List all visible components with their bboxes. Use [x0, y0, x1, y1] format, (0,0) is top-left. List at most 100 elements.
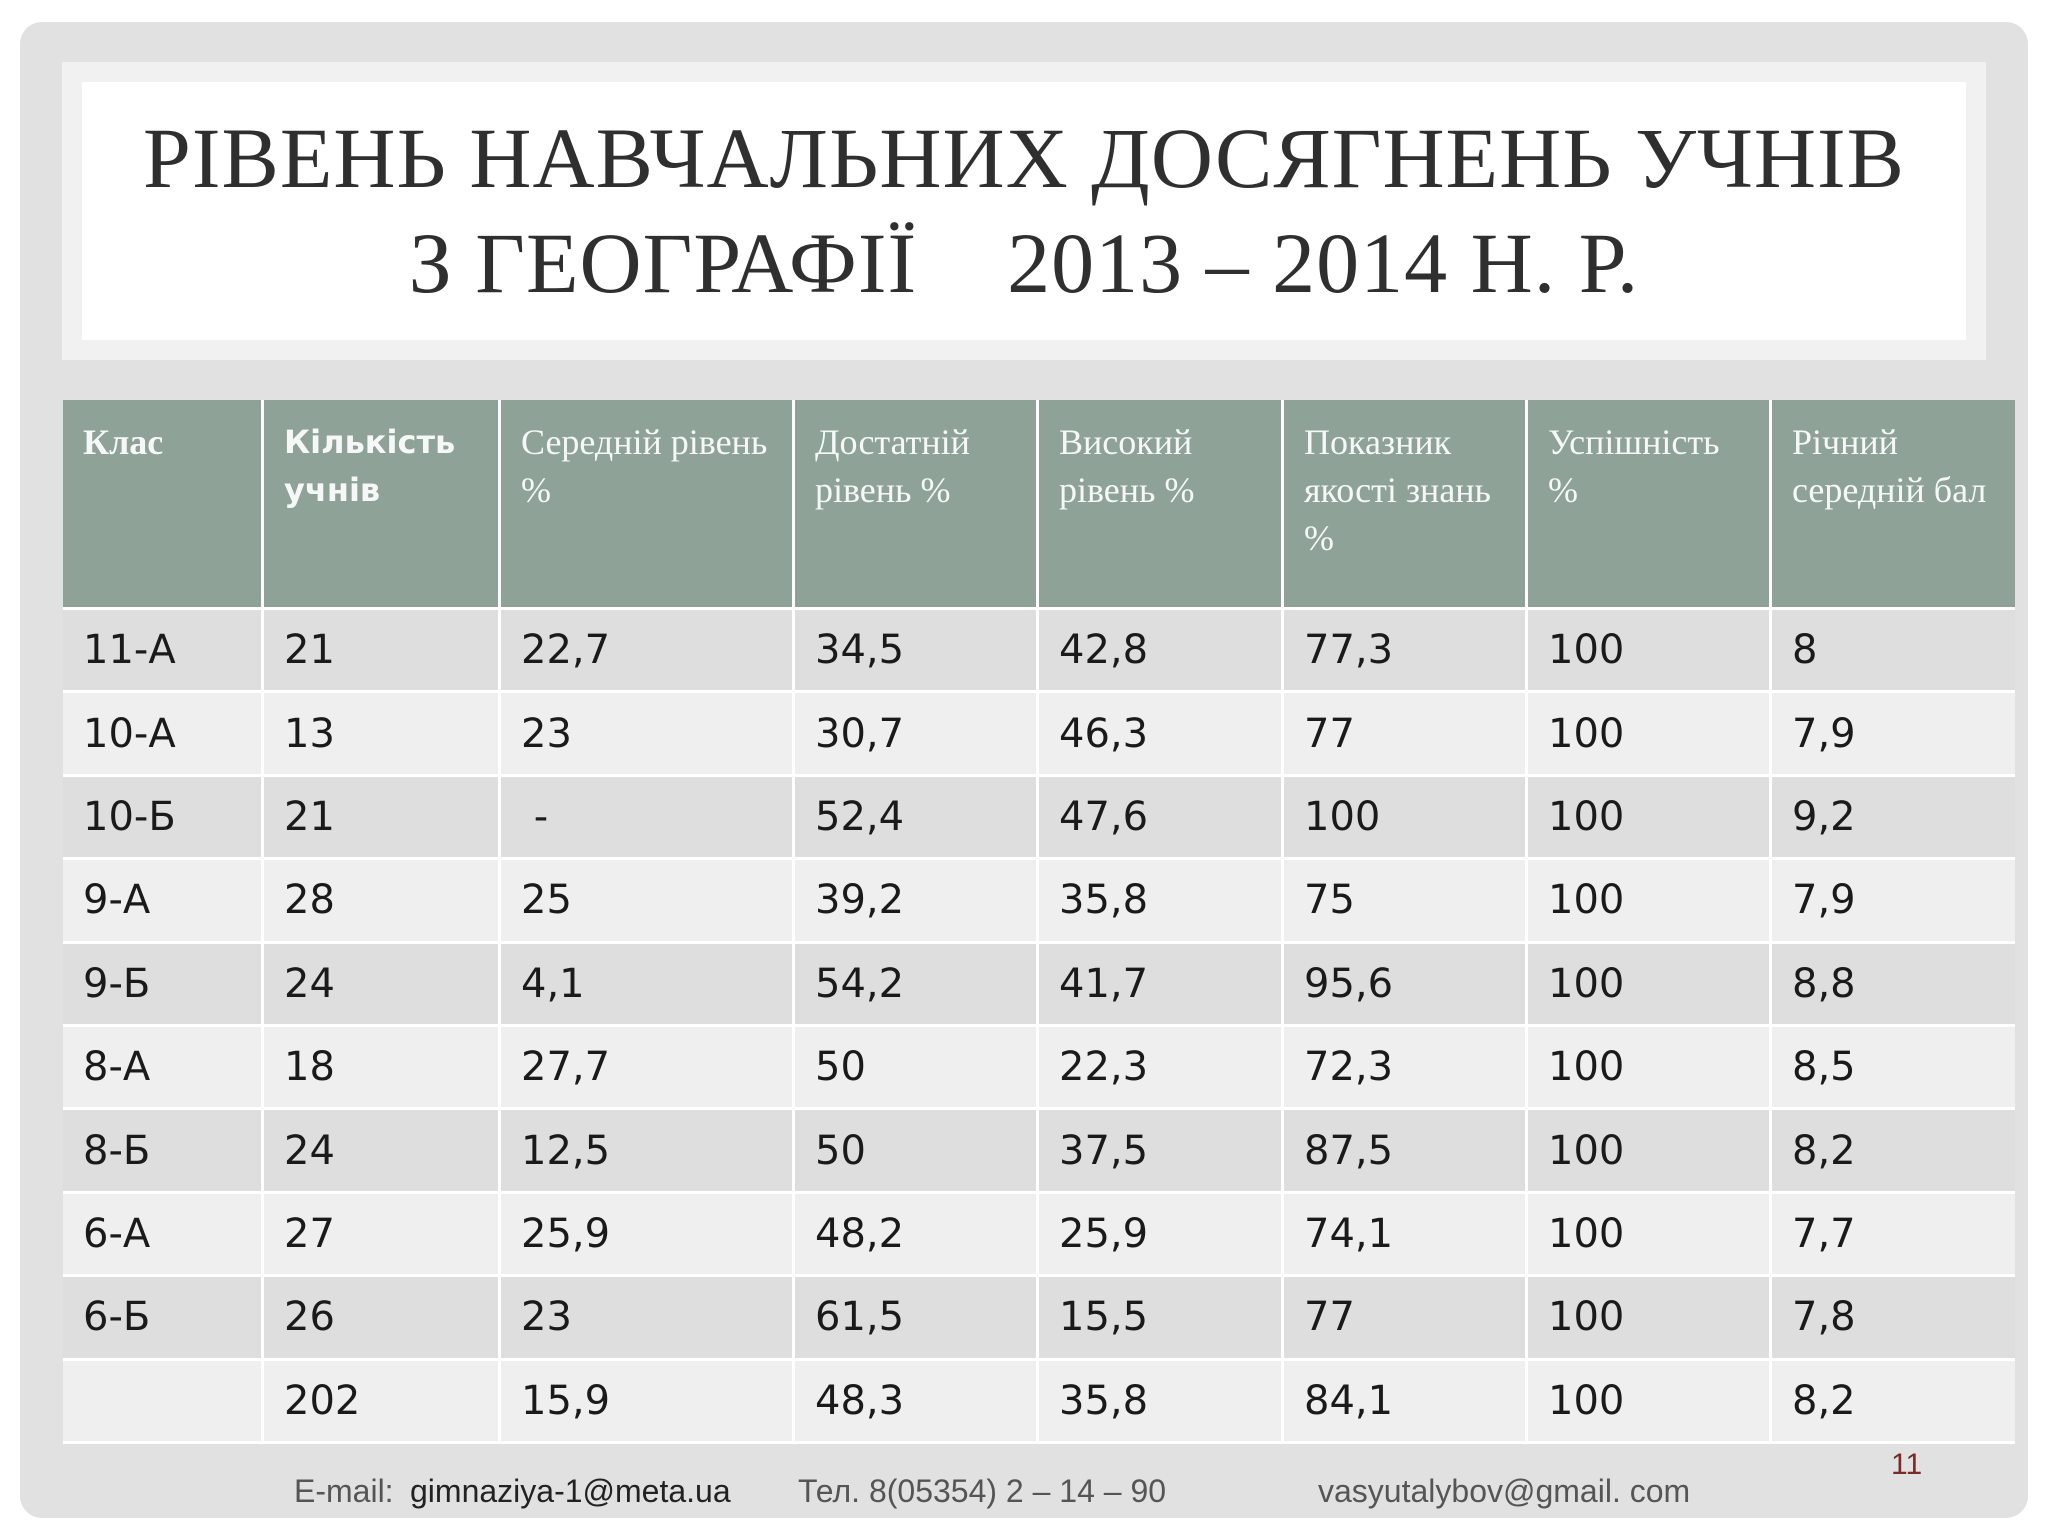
cell-class: 10-А — [63, 693, 264, 777]
table-row: 10-Б 21 - 52,4 47,6 100 100 9,2 — [63, 776, 2015, 861]
cell-sufficient-level: 61,5 — [795, 1277, 1039, 1361]
cell-average-level: - — [501, 776, 795, 861]
cell-annual-average: 8,5 — [1772, 1026, 2015, 1111]
title-line-2: З ГЕОГРАФІЇ 2013 – 2014 Н. Р. — [408, 215, 1640, 311]
cell-high-level: 15,5 — [1039, 1277, 1284, 1361]
cell-sufficient-level: 48,2 — [795, 1193, 1039, 1278]
cell-annual-average: 9,2 — [1772, 776, 2015, 861]
cell-class: 9-Б — [63, 943, 264, 1027]
cell-quality-index: 77,3 — [1284, 610, 1528, 694]
header-high-level: Високий рівень % — [1039, 400, 1284, 610]
email-label: E-mail: — [294, 1473, 403, 1509]
slide-title: РІВЕНЬ НАВЧАЛЬНИХ ДОСЯГНЕНЬ УЧНІВ З ГЕОГ… — [62, 62, 1986, 360]
cell-class: 9-А — [63, 860, 264, 944]
cell-annual-average: 7,9 — [1772, 860, 2015, 944]
email2-link[interactable]: vasyutalybov@gmail. com — [1318, 1473, 1691, 1509]
cell-quality-index: 87,5 — [1284, 1110, 1528, 1194]
cell-success-rate: 100 — [1528, 943, 1772, 1027]
cell-success-rate: 100 — [1528, 776, 1772, 861]
cell-class: 11-А — [63, 610, 264, 694]
cell-high-level: 41,7 — [1039, 943, 1284, 1027]
cell-average-level: 12,5 — [501, 1110, 795, 1194]
cell-high-level: 37,5 — [1039, 1110, 1284, 1194]
table-row: 10-А 13 23 30,7 46,3 77 100 7,9 — [63, 693, 2015, 777]
cell-success-rate: 100 — [1528, 860, 1772, 944]
header-class: Клас — [63, 400, 264, 610]
title-line-1: РІВЕНЬ НАВЧАЛЬНИХ ДОСЯГНЕНЬ УЧНІВ — [143, 110, 1905, 206]
cell-high-level: 22,3 — [1039, 1026, 1284, 1111]
table-row: 6-А 27 25,9 48,2 25,9 74,1 100 7,7 — [63, 1193, 2015, 1278]
cell-high-level: 47,6 — [1039, 776, 1284, 861]
cell-sufficient-level: 54,2 — [795, 943, 1039, 1027]
cell-high-level: 42,8 — [1039, 610, 1284, 694]
cell-average-level: 25 — [501, 860, 795, 944]
cell-quality-index: 75 — [1284, 860, 1528, 944]
cell-average-level: 27,7 — [501, 1026, 795, 1111]
header-quality-index: Показник якості знань % — [1284, 400, 1528, 610]
cell-success-rate: 100 — [1528, 1026, 1772, 1111]
cell-high-level: 35,8 — [1039, 1360, 1284, 1444]
cell-student-count: 28 — [264, 860, 501, 944]
cell-success-rate: 100 — [1528, 1360, 1772, 1444]
cell-student-count: 24 — [264, 943, 501, 1027]
table-header-row: Клас Кількість учнів Середній рівень % Д… — [63, 400, 2015, 610]
cell-average-level: 15,9 — [501, 1360, 795, 1444]
table-row: 6-Б 26 23 61,5 15,5 77 100 7,8 — [63, 1277, 2015, 1361]
cell-quality-index: 77 — [1284, 1277, 1528, 1361]
cell-success-rate: 100 — [1528, 1110, 1772, 1194]
cell-class — [63, 1360, 264, 1444]
cell-average-level: 23 — [501, 1277, 795, 1361]
table-total-row: 202 15,9 48,3 35,8 84,1 100 8,2 — [63, 1360, 2015, 1444]
header-sufficient-level: Достатній рівень % — [795, 400, 1039, 610]
table-row: 11-А 21 22,7 34,5 42,8 77,3 100 8 — [63, 610, 2015, 694]
table-row: 9-Б 24 4,1 54,2 41,7 95,6 100 8,8 — [63, 943, 2015, 1027]
cell-sufficient-level: 50 — [795, 1110, 1039, 1194]
cell-quality-index: 84,1 — [1284, 1360, 1528, 1444]
cell-average-level: 25,9 — [501, 1193, 795, 1278]
cell-class: 8-Б — [63, 1110, 264, 1194]
cell-class: 6-Б — [63, 1277, 264, 1361]
cell-quality-index: 95,6 — [1284, 943, 1528, 1027]
cell-quality-index: 77 — [1284, 693, 1528, 777]
cell-student-count: 21 — [264, 776, 501, 861]
cell-high-level: 46,3 — [1039, 693, 1284, 777]
page-number: 11 — [1891, 1448, 1923, 1481]
cell-average-level: 22,7 — [501, 610, 795, 694]
cell-success-rate: 100 — [1528, 1277, 1772, 1361]
cell-annual-average: 8 — [1772, 610, 2015, 694]
cell-student-count: 18 — [264, 1026, 501, 1111]
cell-student-count: 13 — [264, 693, 501, 777]
cell-annual-average: 8,8 — [1772, 943, 2015, 1027]
phone-text: Тел. 8(05354) 2 – 14 – 90 — [798, 1473, 1167, 1509]
cell-average-level: 4,1 — [501, 943, 795, 1027]
cell-class: 6-А — [63, 1193, 264, 1278]
cell-sufficient-level: 48,3 — [795, 1360, 1039, 1444]
cell-student-count: 24 — [264, 1110, 501, 1194]
cell-high-level: 25,9 — [1039, 1193, 1284, 1278]
cell-student-count: 26 — [264, 1277, 501, 1361]
cell-class: 10-Б — [63, 776, 264, 861]
cell-sufficient-level: 52,4 — [795, 776, 1039, 861]
header-annual-average: Річний середній бал — [1772, 400, 2015, 610]
cell-success-rate: 100 — [1528, 610, 1772, 694]
cell-annual-average: 7,8 — [1772, 1277, 2015, 1361]
cell-sufficient-level: 34,5 — [795, 610, 1039, 694]
cell-class: 8-А — [63, 1026, 264, 1111]
cell-average-level: 23 — [501, 693, 795, 777]
cell-annual-average: 8,2 — [1772, 1360, 2015, 1444]
slide-footer: E-mail: gimnaziya-1@meta.ua Тел. 8(05354… — [0, 1465, 2048, 1515]
cell-annual-average: 8,2 — [1772, 1110, 2015, 1194]
cell-quality-index: 74,1 — [1284, 1193, 1528, 1278]
cell-quality-index: 100 — [1284, 776, 1528, 861]
header-success-rate: Успішність % — [1528, 400, 1772, 610]
header-student-count: Кількість учнів — [264, 400, 501, 610]
table-row: 8-Б 24 12,5 50 37,5 87,5 100 8,2 — [63, 1110, 2015, 1194]
email-link[interactable]: gimnaziya-1@meta.ua — [410, 1473, 731, 1509]
cell-student-count: 27 — [264, 1193, 501, 1278]
table-row: 9-А 28 25 39,2 35,8 75 100 7,9 — [63, 860, 2015, 944]
cell-annual-average: 7,9 — [1772, 693, 2015, 777]
cell-student-count: 21 — [264, 610, 501, 694]
cell-student-count: 202 — [264, 1360, 501, 1444]
cell-sufficient-level: 39,2 — [795, 860, 1039, 944]
cell-success-rate: 100 — [1528, 1193, 1772, 1278]
